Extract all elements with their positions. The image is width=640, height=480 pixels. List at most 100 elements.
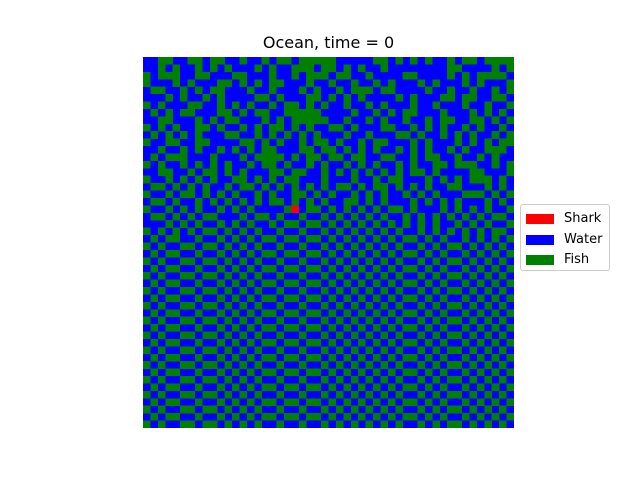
fish-cell (402, 131, 411, 139)
fish-cell (358, 353, 366, 362)
fish-cell (298, 108, 307, 117)
fish-cell (269, 160, 277, 169)
fish-cell (447, 257, 455, 265)
fish-cell (439, 279, 448, 288)
fish-cell (424, 197, 433, 206)
fish-cell (387, 235, 396, 243)
fish-cell (291, 398, 299, 406)
fish-cell (432, 160, 440, 169)
fish-cell (217, 324, 225, 332)
fish-cell (424, 398, 433, 406)
fish-cell (491, 146, 500, 154)
fish-cell (165, 294, 173, 303)
fish-cell (491, 94, 500, 102)
fish-cell (432, 227, 440, 236)
fish-cell (417, 79, 426, 87)
fish-cell (209, 376, 218, 384)
fish-cell (476, 249, 485, 258)
legend-entry-fish: Fish (525, 250, 609, 271)
fish-cell (194, 398, 203, 406)
fish-cell (157, 146, 166, 154)
fish-cell (358, 220, 366, 228)
fish-cell (491, 279, 500, 288)
fish-cell (395, 301, 403, 310)
fish-cell (432, 272, 440, 280)
fish-cell (217, 146, 225, 154)
fish-cell (410, 101, 418, 110)
fish-cell (343, 264, 351, 273)
fish-cell (506, 220, 514, 228)
fish-cell (506, 205, 514, 213)
fish-cell (417, 405, 426, 414)
fish-cell (165, 368, 173, 377)
fish-cell (373, 146, 381, 154)
fish-cell (469, 116, 478, 124)
fish-cell (298, 331, 307, 340)
fish-cell (454, 175, 463, 184)
fish-cell (335, 405, 344, 414)
fish-cell (217, 368, 225, 377)
fish-cell (358, 183, 366, 191)
fish-cell (246, 368, 255, 377)
fish-cell (217, 279, 225, 288)
fish-cell (283, 368, 292, 377)
legend-swatch-fish (526, 255, 554, 266)
fish-cell (454, 153, 463, 162)
fish-cell (172, 279, 181, 288)
fish-cell (380, 420, 389, 428)
fish-cell (365, 405, 374, 414)
fish-cell (321, 287, 329, 295)
fish-cell (209, 361, 218, 369)
fish-cell (232, 353, 240, 362)
fish-cell (232, 220, 240, 228)
fish-cell (410, 57, 418, 65)
fish-cell (402, 383, 411, 392)
fish-cell (291, 64, 299, 72)
fish-cell (469, 220, 478, 228)
fish-cell (476, 368, 485, 377)
fish-cell (269, 309, 277, 317)
fish-cell (491, 353, 500, 362)
fish-cell (358, 383, 366, 392)
fish-cell (172, 368, 181, 377)
fish-cell (365, 71, 374, 80)
fish-cell (202, 212, 210, 221)
fish-cell (209, 175, 218, 184)
fish-cell (432, 242, 440, 251)
fish-cell (410, 123, 418, 132)
fish-cell (261, 324, 270, 332)
fish-cell (365, 390, 374, 399)
fish-cell (484, 420, 492, 428)
fish-cell (298, 227, 307, 236)
fish-cell (491, 338, 500, 347)
fish-cell (276, 94, 285, 102)
fish-cell (328, 153, 337, 162)
fish-cell (224, 361, 233, 369)
fish-cell (283, 235, 292, 243)
ocean-grid (143, 57, 514, 428)
fish-cell (447, 405, 455, 414)
fish-cell (417, 190, 426, 199)
fish-cell (402, 413, 411, 421)
fish-cell (447, 346, 455, 354)
fish-cell (194, 138, 203, 147)
fish-cell (298, 405, 307, 414)
fish-cell (484, 197, 492, 206)
fish-cell (387, 205, 396, 213)
fish-cell (417, 331, 426, 340)
fish-cell (187, 79, 196, 87)
fish-cell (417, 301, 426, 310)
fish-cell (157, 331, 166, 340)
fish-cell (187, 212, 196, 221)
fish-cell (291, 353, 299, 362)
fish-cell (469, 131, 478, 139)
fish-cell (439, 205, 448, 213)
fish-cell (328, 220, 337, 228)
fish-cell (172, 249, 181, 258)
legend-label-shark: Shark (564, 211, 602, 227)
fish-cell (180, 146, 188, 154)
fish-cell (506, 338, 514, 347)
fish-cell (187, 376, 196, 384)
fish-cell (328, 294, 337, 303)
